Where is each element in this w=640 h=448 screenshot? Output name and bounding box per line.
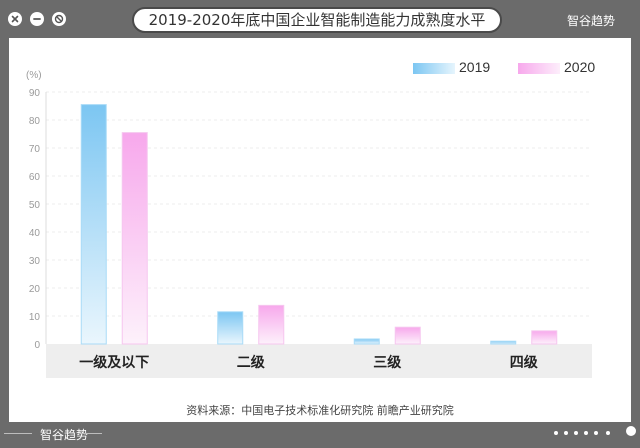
bar-2019-0 (80, 104, 107, 345)
bar-2019-2 (353, 338, 380, 345)
y-axis-unit: (%) (26, 70, 42, 81)
legend-label-2019: 2019 (459, 59, 491, 75)
x-axis-band (46, 344, 592, 378)
legend-swatch-2020 (518, 63, 560, 74)
bar-2019-1 (217, 311, 244, 345)
bar-2019-3 (490, 340, 517, 345)
window-title-pill: 2019-2020年底中国企业智能制造能力成熟度水平 (132, 7, 502, 33)
x-tick-label-1: 二级 (237, 354, 266, 371)
bar-2020-2 (394, 326, 421, 345)
minimize-icon[interactable] (30, 12, 44, 26)
bar-2020-0 (121, 132, 148, 345)
footer-divider-mid (80, 433, 102, 434)
x-tick-label-3: 四级 (510, 354, 539, 371)
source-note: 资料来源：中国电子技术标准化研究院 前瞻产业研究院 (186, 404, 454, 417)
y-tick-label-60: 60 (29, 172, 41, 183)
y-tick-label-40: 40 (29, 228, 41, 239)
corner-dot (626, 426, 636, 436)
brand-logo-bottom: 智谷趋势 (40, 428, 89, 442)
y-tick-label-0: 0 (34, 340, 40, 351)
x-tick-label-2: 三级 (373, 354, 402, 371)
block-icon[interactable] (52, 12, 66, 26)
footer-dots (550, 428, 632, 438)
legend-swatch-2019 (413, 63, 455, 74)
close-icon[interactable] (8, 12, 22, 26)
y-tick-label-30: 30 (29, 256, 41, 267)
legend-label-2020: 2020 (564, 59, 596, 75)
y-tick-label-20: 20 (29, 284, 41, 295)
footer-divider-left (4, 433, 32, 434)
page-title: 2019-2020年底中国企业智能制造能力成熟度水平 (148, 11, 486, 29)
y-tick-label-90: 90 (29, 88, 41, 99)
bar-2020-3 (531, 330, 558, 345)
brand-logo-top: 智谷趋势 (567, 14, 616, 28)
y-tick-label-10: 10 (29, 312, 41, 323)
y-tick-label-70: 70 (29, 144, 41, 155)
bar-2020-1 (258, 304, 285, 345)
x-tick-label-0: 一级及以下 (79, 354, 149, 371)
y-tick-label-80: 80 (29, 116, 41, 127)
y-tick-label-50: 50 (29, 200, 41, 211)
